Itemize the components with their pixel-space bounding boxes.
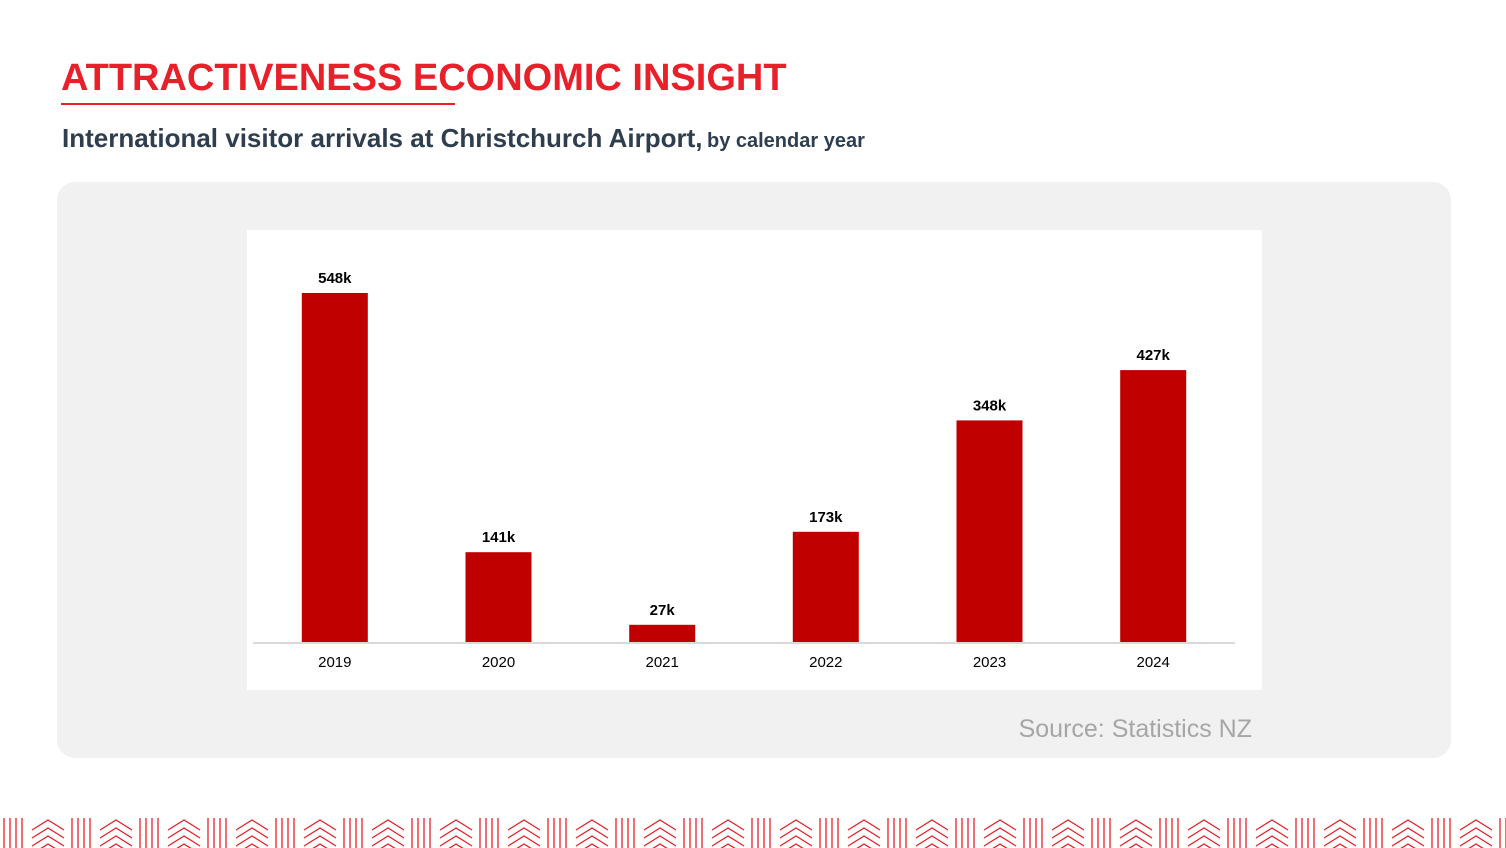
- pattern-tile: [411, 818, 473, 848]
- pattern-tile: [479, 818, 541, 848]
- source-note: Source: Statistics NZ: [1018, 715, 1252, 743]
- pattern-tile: [1159, 818, 1221, 848]
- data-label-2023: 348k: [973, 397, 1007, 414]
- title-underline: [61, 103, 455, 105]
- x-tick-label-2023: 2023: [973, 654, 1006, 671]
- pattern-tile: [71, 818, 133, 848]
- page-title: ATTRACTIVENESS ECONOMIC INSIGHT: [61, 57, 787, 99]
- labels-layer: 548k 141k 27k 173k 348k 427k: [318, 270, 1170, 619]
- pattern-tile: [615, 818, 677, 848]
- pattern-tile: [751, 818, 813, 848]
- bars-layer: [301, 293, 1187, 642]
- pattern-tile: [819, 818, 881, 848]
- bar-2022: [792, 531, 859, 642]
- decorative-chevron-pattern: [3, 818, 1506, 848]
- pattern-tile: [1431, 818, 1493, 848]
- pattern-tile: [1227, 818, 1289, 848]
- pattern-tile: [1023, 818, 1085, 848]
- data-label-2024: 427k: [1137, 347, 1171, 364]
- x-tick-label-2019: 2019: [318, 654, 351, 671]
- x-tick-label-2021: 2021: [646, 654, 679, 671]
- x-tick-label-2024: 2024: [1137, 654, 1170, 671]
- x-tick-label-2022: 2022: [809, 654, 842, 671]
- pattern-tile: [343, 818, 405, 848]
- chart-area: 548k 141k 27k 173k 348k 427k 2019 2020 2021 2022…: [247, 230, 1262, 690]
- pattern-tile: [139, 818, 201, 848]
- bar-chart: 548k 141k 27k 173k 348k 427k 2019 2020 2021 2022…: [253, 270, 1235, 671]
- bar-2020: [465, 552, 532, 642]
- pattern-tile: [1363, 818, 1425, 848]
- pattern-tile: [1499, 818, 1506, 848]
- subtitle-suffix: by calendar year: [706, 130, 865, 152]
- data-label-2019: 548k: [318, 270, 352, 287]
- bar-2023: [956, 420, 1023, 642]
- bar-2024: [1120, 370, 1187, 642]
- subtitle-main: International visitor arrivals at Christ…: [62, 123, 703, 153]
- chart-subtitle: International visitor arrivals at Christ…: [62, 120, 865, 161]
- bar-2019: [301, 293, 368, 642]
- pattern-tile: [3, 818, 65, 848]
- pattern-tile: [887, 818, 949, 848]
- bar-2021: [629, 624, 696, 642]
- ticks-layer: 2019 2020 2021 2022 2023 2024: [318, 654, 1170, 671]
- data-label-2020: 141k: [482, 529, 516, 546]
- pattern-tile: [547, 818, 609, 848]
- data-label-2021: 27k: [650, 602, 676, 619]
- pattern-tile: [1091, 818, 1153, 848]
- pattern-tile: [275, 818, 337, 848]
- x-tick-label-2020: 2020: [482, 654, 515, 671]
- pattern-tile: [683, 818, 745, 848]
- pattern-tile: [955, 818, 1017, 848]
- data-label-2022: 173k: [809, 509, 843, 526]
- pattern-tile: [207, 818, 269, 848]
- pattern-tile: [1295, 818, 1357, 848]
